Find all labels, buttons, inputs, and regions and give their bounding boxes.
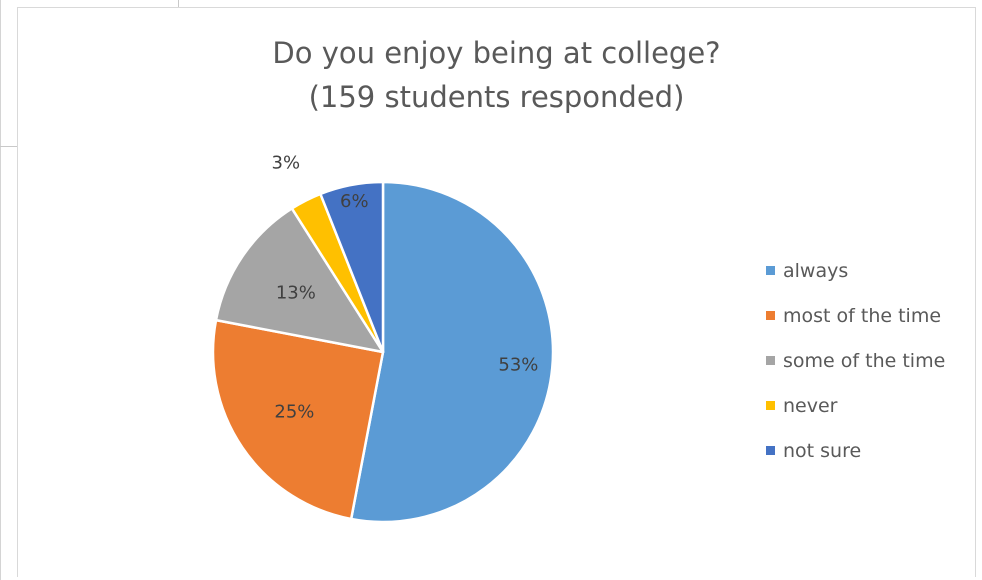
pie-data-label-always: 53% xyxy=(498,354,538,375)
legend-item-most-of-the-time[interactable]: most of the time xyxy=(766,293,945,338)
sheet-gridline-left xyxy=(0,0,1,580)
pie-data-label-not-sure: 6% xyxy=(340,191,369,212)
legend-item-some-of-the-time[interactable]: some of the time xyxy=(766,338,945,383)
legend-label: always xyxy=(783,259,849,282)
pie-data-label-most-of-the-time: 25% xyxy=(274,402,314,423)
legend-item-always[interactable]: always xyxy=(766,248,945,293)
pie-data-label-some-of-the-time: 13% xyxy=(276,282,316,303)
pie-slice-always[interactable] xyxy=(349,180,555,524)
legend-swatch xyxy=(766,266,775,275)
legend-label: some of the time xyxy=(783,349,946,372)
legend-label: not sure xyxy=(783,439,862,462)
pie-slice-some-of-the-time[interactable] xyxy=(214,207,385,354)
chart-title-line1: Do you enjoy being at college? xyxy=(272,36,721,70)
pie-slices xyxy=(211,180,555,524)
legend-label: never xyxy=(783,394,838,417)
sheet-gridline-row xyxy=(0,146,18,147)
legend-swatch xyxy=(766,311,775,320)
legend-label: most of the time xyxy=(783,304,942,327)
chart-subtitle: (159 students responded) xyxy=(308,80,685,114)
legend-item-not-sure[interactable]: not sure xyxy=(766,428,945,473)
chart-title: Do you enjoy being at college? (159 stud… xyxy=(17,31,976,119)
legend-swatch xyxy=(766,356,775,365)
pie-slice-most-of-the-time[interactable] xyxy=(211,318,385,521)
chart-legend: always most of the time some of the time ne… xyxy=(766,248,945,473)
pie-slice-not-sure[interactable] xyxy=(319,180,385,354)
legend-swatch xyxy=(766,401,775,410)
sheet-gridline-column xyxy=(178,0,179,8)
pie-data-label-never: 3% xyxy=(272,153,301,174)
legend-item-never[interactable]: never xyxy=(766,383,945,428)
pie-data-labels: 53% 25% 13% 3% 6% xyxy=(272,153,539,423)
legend-swatch xyxy=(766,446,775,455)
